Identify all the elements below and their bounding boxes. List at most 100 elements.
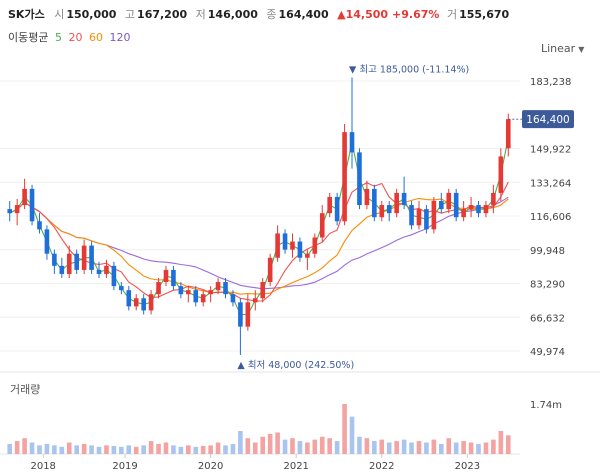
candle-body: [66, 253, 72, 274]
candle-body: [252, 298, 258, 303]
candle-body: [141, 298, 146, 311]
x-tick-label: 2018: [30, 461, 55, 472]
moving-average-legend: 이동평균 5 20 60 120: [8, 29, 133, 45]
change-percent: +9.67%: [392, 8, 440, 21]
volume-bar: [327, 438, 332, 454]
volume-bar: [81, 443, 87, 454]
candle-body: [260, 282, 266, 299]
volume-bar: [29, 442, 35, 454]
volume-bar: [439, 443, 444, 454]
scale-dropdown[interactable]: Linear ▼: [541, 42, 584, 55]
volume-bar: [305, 442, 310, 454]
volume-bar: [200, 445, 206, 454]
price-tick-label: 116,606: [530, 212, 571, 223]
x-tick-label: 2019: [112, 461, 137, 472]
price-tick-label: 49,974: [530, 347, 565, 358]
candle-body: [483, 205, 489, 214]
candle-body: [74, 253, 79, 270]
max-price-annotation: ▼ 최고 185,000 (-11.14%): [349, 64, 469, 75]
candle-body: [223, 282, 228, 295]
ma-5-label[interactable]: 5: [54, 31, 62, 44]
volume-bar: [468, 442, 474, 454]
volume-bar: [208, 445, 213, 454]
candle-body: [342, 132, 347, 222]
candle-body: [372, 188, 377, 218]
ma-20-line: [9, 181, 509, 302]
stock-header: SK가스 시 150,000 고 167,200 저 146,000 종 164,400…: [8, 6, 514, 22]
volume-bar: [334, 441, 340, 454]
volume-bar: [282, 439, 288, 454]
volume-bar: [498, 431, 504, 454]
candle-body: [379, 205, 385, 218]
volume-bar: [186, 445, 191, 454]
candle-body: [59, 265, 65, 274]
candle-body: [89, 245, 94, 270]
volume-bar: [476, 443, 481, 454]
candle-body: [416, 209, 422, 226]
volume-bar: [141, 445, 146, 454]
volume-bar: [505, 435, 511, 454]
volume-bar: [260, 436, 266, 454]
price-tick-label: 133,264: [530, 178, 571, 189]
volume-bar: [163, 442, 169, 454]
volume-bar: [349, 416, 355, 454]
volume-bar: [230, 443, 236, 454]
candle-body: [297, 241, 303, 258]
volume-bar: [126, 445, 132, 454]
volume-bar: [96, 446, 102, 454]
candle-body: [476, 205, 481, 214]
volume-value: 155,670: [459, 8, 510, 21]
volume-bar: [483, 442, 489, 454]
ma-120-line: [9, 196, 509, 290]
candle-body: [461, 209, 466, 218]
open-label: 시: [54, 8, 65, 21]
candle-body: [200, 294, 206, 303]
ma-20-label[interactable]: 20: [68, 31, 83, 44]
candle-body: [498, 156, 504, 193]
volume-bar: [7, 443, 13, 454]
volume-bar: [66, 442, 72, 454]
volume-bar: [431, 439, 437, 454]
volume-bar: [238, 431, 243, 454]
candle-body: [119, 286, 124, 291]
price-tick-label: 183,238: [530, 77, 571, 88]
volume-bar: [416, 441, 422, 454]
volume-bar: [267, 433, 273, 454]
volume-bar: [491, 439, 496, 454]
scale-label: Linear: [541, 42, 576, 55]
candle-body: [439, 201, 444, 210]
current-price-tag-label: 164,400: [526, 114, 569, 126]
candle-body: [245, 302, 251, 327]
volume-bar: [252, 442, 258, 454]
candle-body: [453, 192, 459, 218]
candle-body: [275, 233, 280, 258]
candle-body: [7, 209, 13, 214]
open-value: 150,000: [66, 8, 117, 21]
volume-bar: [394, 441, 399, 454]
volume-bar: [223, 445, 228, 454]
candle-body: [171, 269, 176, 287]
min-price-annotation: ▲ 최저 48,000 (242.50%): [237, 360, 354, 371]
volume-bar: [424, 442, 429, 454]
candle-body: [238, 302, 243, 327]
candle-body: [394, 192, 399, 214]
candle-body: [186, 290, 191, 295]
candle-body: [37, 221, 42, 230]
candle-body: [334, 196, 340, 222]
candle-body: [133, 298, 139, 307]
change-value: ▲14,500: [337, 8, 389, 21]
candle-body: [44, 229, 50, 254]
low-label: 저: [195, 8, 206, 21]
volume-bar: [215, 442, 221, 454]
x-tick-label: 2020: [198, 461, 223, 472]
close-label: 종: [266, 8, 277, 21]
volume-bar: [89, 445, 94, 454]
candle-body: [357, 152, 362, 206]
candle-body: [319, 213, 325, 238]
volume-bar: [104, 445, 109, 454]
ma-60-label[interactable]: 60: [88, 31, 103, 44]
candle-body: [431, 201, 437, 230]
ma-120-label[interactable]: 120: [109, 31, 131, 44]
volume-bar: [275, 432, 280, 454]
